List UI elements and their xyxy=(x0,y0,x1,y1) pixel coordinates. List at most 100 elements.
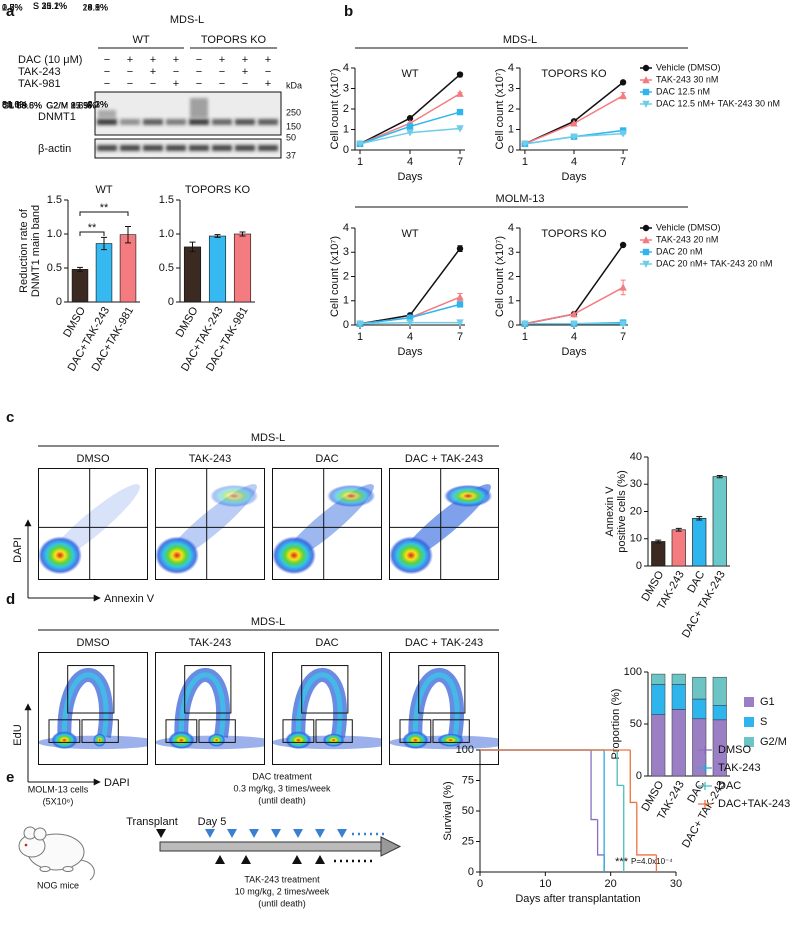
marker xyxy=(406,129,414,137)
bar-segment xyxy=(651,673,666,685)
y-axis-label: Cell count (x10⁷) xyxy=(329,236,341,317)
axis-label: DAPI xyxy=(104,777,130,789)
axis-label: Annexin V xyxy=(104,593,155,605)
survival-step xyxy=(616,750,624,787)
density xyxy=(412,672,460,738)
y-tick-label: 30 xyxy=(630,478,642,490)
error-bar xyxy=(77,266,83,272)
marker xyxy=(570,133,578,141)
marker xyxy=(570,119,578,127)
p-value: P=4.0x10⁻⁴ xyxy=(631,857,673,866)
blot-smear xyxy=(190,98,208,118)
treatment-label: DAC (10 μM) xyxy=(18,54,82,66)
panel-label: d xyxy=(6,591,15,608)
density xyxy=(155,536,199,575)
panel-label: b xyxy=(344,3,353,20)
marker xyxy=(570,310,578,318)
error-bar xyxy=(655,539,662,544)
x-tick-label: 7 xyxy=(457,331,463,343)
y-tick-label: 0 xyxy=(343,144,349,156)
marker xyxy=(521,320,529,328)
gate xyxy=(184,665,232,714)
group-label: MDS-L xyxy=(251,616,285,628)
blot-band xyxy=(166,119,186,125)
schematic-text: 0.3 mg/kg, 3 times/week xyxy=(233,783,331,793)
bar xyxy=(671,529,686,567)
x-tick-label: 10 xyxy=(539,878,551,890)
y-tick-label: 4 xyxy=(343,222,349,234)
marker-label: 150 xyxy=(286,121,301,131)
schematic-text: (until death) xyxy=(258,795,306,805)
density xyxy=(327,484,376,508)
axis-label: EdU xyxy=(12,724,24,745)
bar xyxy=(208,235,227,303)
marker xyxy=(619,79,627,86)
treatment-sign: − xyxy=(196,54,202,66)
y-tick-label: 0 xyxy=(636,770,642,782)
y-axis-label: Annexin V xyxy=(604,486,616,537)
treatment-sign: + xyxy=(150,66,156,78)
y-tick-label: 3 xyxy=(343,82,349,94)
legend-swatch xyxy=(744,697,754,707)
y-tick-label: 0 xyxy=(56,296,62,308)
treatment-sign: − xyxy=(219,78,225,90)
gate xyxy=(48,719,81,743)
quadrant-value: 2.1% xyxy=(87,99,108,109)
marker xyxy=(642,88,650,96)
treatment-sign: + xyxy=(127,54,133,66)
y-tick-label: 4 xyxy=(343,62,349,74)
legend-label: G1 xyxy=(760,696,775,708)
treatment-sign: − xyxy=(265,66,271,78)
quadrant-value: 2.3% xyxy=(87,99,108,109)
treatment-label: TAK-243 xyxy=(18,66,61,78)
bar xyxy=(233,233,252,303)
band-label: β-actin xyxy=(38,143,71,155)
flow-plot xyxy=(389,652,499,765)
y-axis-label: Proportion (%) xyxy=(610,689,622,760)
blot-band xyxy=(189,119,209,125)
marker xyxy=(570,320,578,328)
y-tick-label: 1.5 xyxy=(159,194,174,206)
marker xyxy=(619,91,627,99)
plot-title: DAC xyxy=(315,637,338,649)
y-tick-label: 50 xyxy=(630,718,642,730)
flow-plot xyxy=(272,468,382,580)
y-tick-label: 0.5 xyxy=(159,262,174,274)
marker xyxy=(642,248,650,256)
panel-label: c xyxy=(6,409,14,426)
plot-title: DMSO xyxy=(77,453,110,465)
marker xyxy=(406,319,414,327)
error-bar xyxy=(239,231,246,237)
blot-cell-line: MDS-L xyxy=(170,14,204,26)
bar xyxy=(95,243,113,303)
treatment-label: TAK-981 xyxy=(18,78,61,90)
chart-title: WT xyxy=(401,68,418,80)
plot-frame xyxy=(389,652,499,765)
density xyxy=(93,733,107,747)
bar xyxy=(651,541,666,567)
plot-title: DAC + TAK-243 xyxy=(405,453,483,465)
plot-frame xyxy=(389,468,499,580)
legend-label: DAC 20 nM xyxy=(656,246,703,256)
x-tick-label: 4 xyxy=(407,156,413,168)
flow-plot xyxy=(389,468,499,580)
plot-title: TAK-243 xyxy=(189,637,232,649)
treatment-sign: + xyxy=(173,78,179,90)
y-tick-label: 0 xyxy=(168,296,174,308)
x-tick-label: 4 xyxy=(571,156,577,168)
treatment-sign: − xyxy=(127,66,133,78)
quadrant-value: 86.0% xyxy=(2,99,28,109)
density xyxy=(444,484,493,508)
bar-segment xyxy=(651,684,666,715)
y-tick-label: 1.0 xyxy=(159,228,174,240)
y-tick-label: 2 xyxy=(508,270,514,282)
marker xyxy=(456,319,464,327)
y-tick-label: 0 xyxy=(468,866,474,878)
y-tick-label: 4 xyxy=(508,222,514,234)
bar-segment xyxy=(692,676,707,700)
density xyxy=(168,731,195,750)
gate-value: S 25.2% xyxy=(33,1,67,11)
legend-label: TAK-243 30 nM xyxy=(656,74,718,84)
gate-value: G1 63.6% xyxy=(2,100,42,110)
schematic-text: MOLM-13 cells xyxy=(28,784,89,794)
